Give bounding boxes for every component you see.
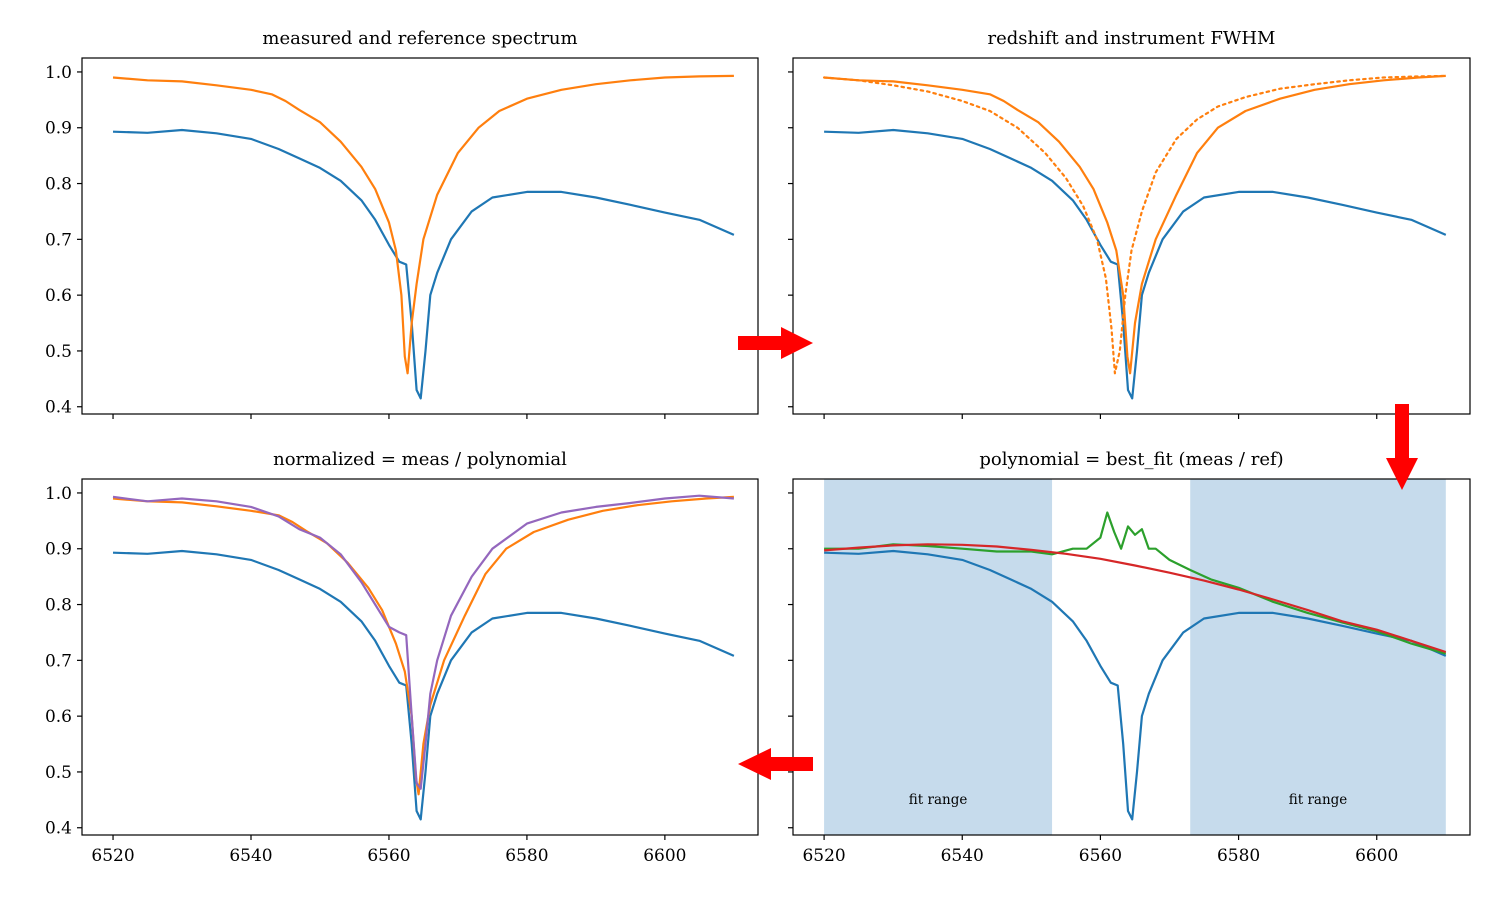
panel-4: fit range fit range polynomial = best_fit … <box>788 449 1471 866</box>
series-line-1 <box>824 128 1447 400</box>
arrow-right-icon <box>738 327 813 359</box>
x-tick-label: 6580 <box>505 846 548 866</box>
fit-range-region-1 <box>824 479 1053 835</box>
y-tick-label: 1.0 <box>45 63 72 83</box>
arrow-left-icon <box>738 748 813 780</box>
y-tick-label: 0.5 <box>45 763 72 783</box>
series-line-1 <box>824 549 1447 821</box>
y-tick-label: 0.7 <box>45 651 72 671</box>
x-tick-label: 6540 <box>229 846 272 866</box>
panel-1: measured and reference spectrum 0.4 0.5 0.6… <box>45 28 759 419</box>
y-tick-label: 0.8 <box>45 596 72 616</box>
x-tick-label: 6580 <box>1217 846 1260 866</box>
axes-frame <box>792 478 1471 836</box>
series-line-1 <box>112 549 735 821</box>
series-line-2 <box>824 511 1447 655</box>
fit-range-label-1: fit range <box>909 792 968 808</box>
x-tick-label: 6520 <box>91 846 134 866</box>
fit-range-region-2 <box>1190 479 1446 835</box>
panel-title: redshift and instrument FWHM <box>988 28 1276 49</box>
y-tick-label: 0.6 <box>45 286 72 306</box>
y-tick-label: 0.4 <box>45 398 72 418</box>
series-line-3 <box>112 494 734 790</box>
axes-frame <box>81 57 759 415</box>
arrow-down-icon <box>1386 404 1418 490</box>
series-line-3 <box>824 543 1447 654</box>
panel-2: redshift and instrument FWHM <box>788 28 1471 419</box>
x-tick-label: 6540 <box>941 846 984 866</box>
x-tick-label: 6560 <box>367 846 410 866</box>
x-tick-label: 6600 <box>1355 846 1398 866</box>
axes-frame <box>81 478 759 836</box>
series-line-2 <box>112 74 734 375</box>
y-tick-label: 0.9 <box>45 119 72 139</box>
y-tick-label: 0.6 <box>45 707 72 727</box>
y-tick-label: 0.4 <box>45 819 72 839</box>
y-tick-label: 0.9 <box>45 540 72 560</box>
x-tick-label: 6600 <box>643 846 686 866</box>
fit-range-label-2: fit range <box>1289 792 1348 808</box>
x-tick-label: 6560 <box>1079 846 1122 866</box>
x-tick-label: 6520 <box>802 846 845 866</box>
y-tick-label: 1.0 <box>45 484 72 504</box>
panel-title: measured and reference spectrum <box>262 28 577 49</box>
series-line-1 <box>112 128 735 400</box>
y-tick-label: 0.8 <box>45 175 72 195</box>
axes-frame <box>792 57 1471 415</box>
series-line-3 <box>822 74 1447 375</box>
series-line-2 <box>112 495 734 796</box>
panel-3: normalized = meas / polynomial 6520 6540 65… <box>45 449 759 866</box>
panel-title: polynomial = best_fit (meas / ref) <box>979 449 1283 470</box>
y-tick-label: 0.7 <box>45 230 72 250</box>
panel-title: normalized = meas / polynomial <box>273 449 567 470</box>
series-line-2 <box>824 74 1446 375</box>
y-tick-label: 0.5 <box>45 342 72 362</box>
